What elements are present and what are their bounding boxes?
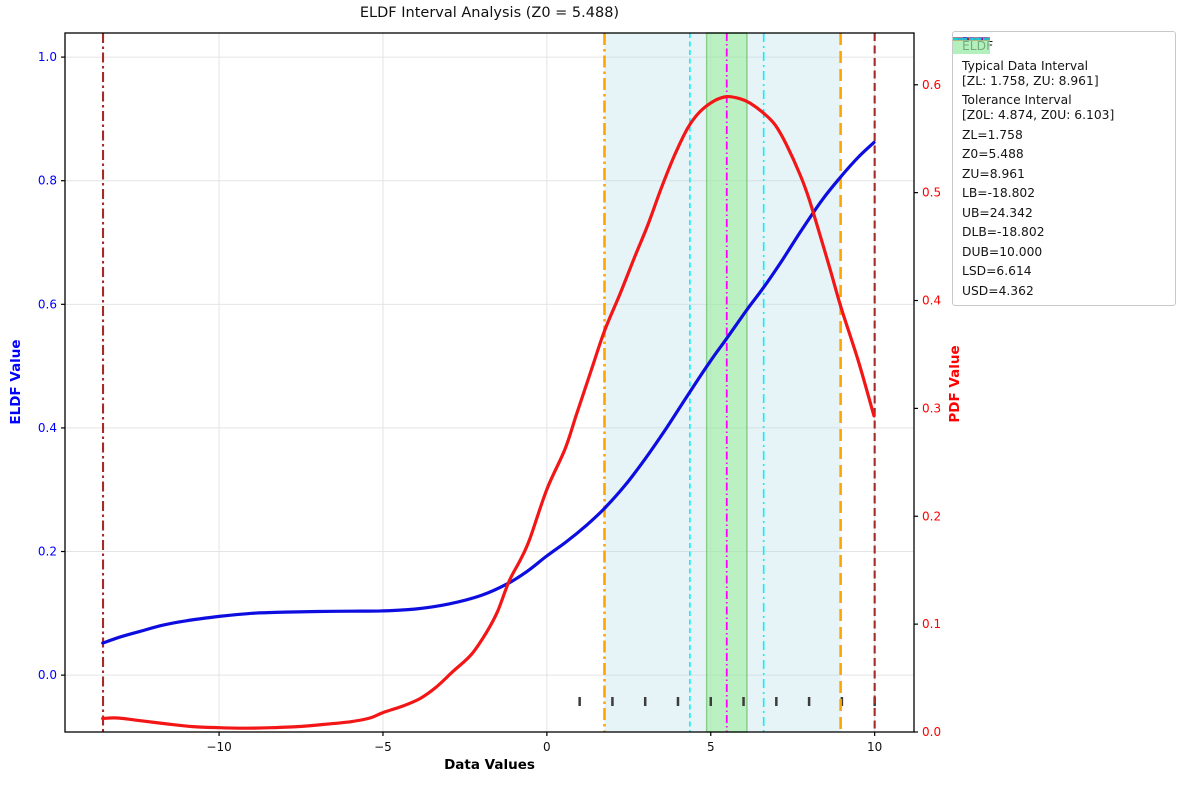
legend-label-usd: USD=4.362	[962, 283, 1034, 298]
y-left-tick-label: 0.0	[38, 668, 57, 682]
legend-label-zl: ZL=1.758	[962, 127, 1023, 142]
legend-swatch-tolerance	[953, 40, 990, 54]
x-tick-label: −10	[206, 740, 231, 754]
y-left-tick-label: 0.6	[38, 297, 57, 311]
x-tick-label: 5	[707, 740, 715, 754]
y-left-tick-label: 0.2	[38, 545, 57, 559]
y-right-tick-label: 0.2	[922, 509, 941, 523]
y-right-tick-label: 0.5	[922, 186, 941, 200]
legend-item-eldf: ELDF	[953, 37, 1167, 54]
legend-item-lsd: LSD=6.614	[953, 38, 1167, 279]
legend-item-lb: LB=-18.802	[953, 38, 1167, 201]
x-axis-label: Data Values	[444, 757, 535, 773]
x-tick-label: −5	[374, 740, 392, 754]
legend-label-lb: LB=-18.802	[962, 186, 1036, 200]
y-right-tick-label: 0.4	[922, 294, 941, 308]
series-curve-eldf	[101, 140, 876, 645]
y-left-tick-label: 1.0	[38, 50, 57, 64]
y-right-tick-label: 0.1	[922, 617, 941, 631]
legend-item-zu: ZU=8.961	[953, 37, 1167, 182]
legend-label-dlb: DLB=-18.802	[962, 225, 1045, 239]
y-left-tick-label: 0.8	[38, 174, 57, 188]
legend-label-tolerance: Tolerance Interval [Z0L: 4.874, Z0U: 6.10…	[962, 93, 1115, 122]
plot-border	[64, 32, 915, 733]
x-tick-label: 0	[543, 740, 551, 754]
legend-label-z0: Z0=5.488	[962, 147, 1024, 161]
legend-item-dub: DUB=10.000	[953, 37, 1167, 260]
legend-label-dub: DUB=10.000	[962, 244, 1043, 259]
series-curve-pdf	[101, 94, 876, 730]
y-axis-left-label: ELDF Value	[8, 339, 24, 425]
chart-title: ELDF Interval Analysis (Z0 = 5.488)	[359, 5, 620, 21]
legend-swatch-usd	[953, 38, 990, 40]
legend-item-usd: USD=4.362	[953, 38, 1167, 299]
legend-label-lsd: LSD=6.614	[962, 264, 1032, 278]
y-axis-right-label: PDF Value	[947, 345, 963, 423]
legend-label-typical: Typical Data Interval [ZL: 1.758, ZU: 8.9…	[962, 58, 1099, 88]
y-right-tick-label: 0.0	[922, 725, 941, 739]
x-tick-label: 10	[867, 740, 882, 754]
legend: ELDF Typical Data Interval[ZL: 1.758, ZU:…	[952, 31, 1176, 306]
legend-item-zl: ZL=1.758	[953, 37, 1167, 143]
legend-item-tolerance: Tolerance Interval [Z0L: 4.874, Z0U: 6.10…	[953, 40, 1167, 123]
legend-item-z0: Z0=5.488	[953, 38, 1167, 162]
legend-item-dlb: DLB=-18.802	[953, 37, 1167, 240]
y-right-tick-label: 0.6	[922, 78, 941, 92]
legend-item-typical: Typical Data Interval [ZL: 1.758, ZU: 8.9…	[953, 40, 1167, 89]
y-left-tick-label: 0.4	[38, 421, 57, 435]
legend-label-ub: UB=24.342	[962, 205, 1033, 220]
legend-item-ub: UB=24.342	[953, 38, 1167, 221]
legend-label-zu: ZU=8.961	[962, 166, 1025, 181]
y-right-tick-label: 0.3	[922, 401, 941, 415]
